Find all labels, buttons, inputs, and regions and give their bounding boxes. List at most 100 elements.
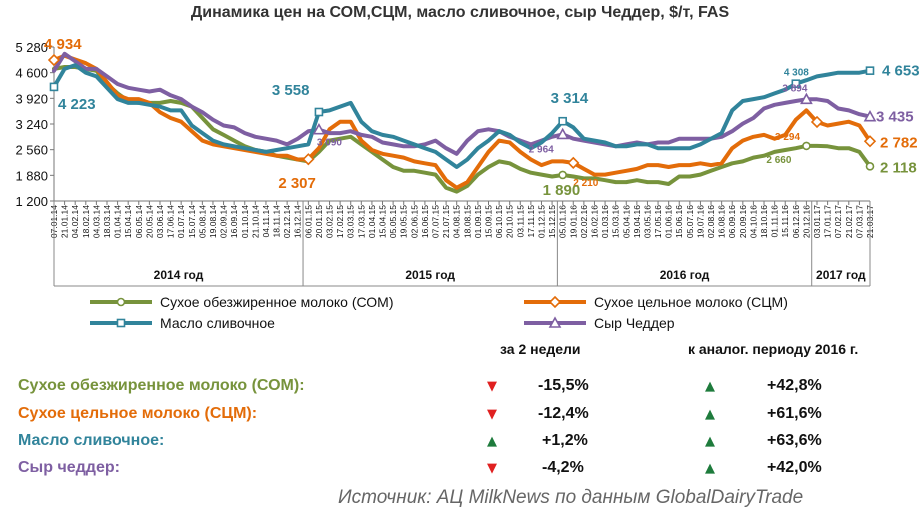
x-tick-label: 06.05.14 (134, 205, 144, 238)
stat-yoy-value: +63,6% (767, 432, 822, 449)
data-label: 3 314 (551, 90, 589, 107)
down-arrow-icon: ▼ (487, 461, 497, 476)
x-tick-label: 20.10.15 (505, 205, 515, 238)
legend-marker (116, 318, 126, 328)
x-tick-label: 01.04.14 (113, 205, 123, 238)
x-tick-label: 07.03.17 (854, 205, 864, 238)
data-point-marker (865, 162, 875, 171)
x-tick-label: 01.03.16 (600, 205, 610, 238)
data-label: 2 660 (766, 155, 791, 166)
stat-row-label: Сухое обезжиренное молоко (СОМ): (18, 377, 305, 394)
x-tick-label: 20.12.16 (801, 205, 811, 238)
header-2-weeks: за 2 недели (500, 341, 581, 357)
legend-label: Сухое цельное молоко (СЦМ) (594, 294, 788, 310)
x-tick-label: 02.08.16 (706, 205, 716, 238)
x-tick-label: 20.01.15 (314, 205, 324, 238)
data-point-marker (314, 107, 324, 117)
data-label: 3 558 (272, 82, 310, 99)
data-label: 3 294 (775, 132, 800, 143)
x-tick-label: 16.06.15 (420, 205, 430, 238)
year-label: 2015 год (405, 268, 455, 282)
legend-label: Сыр Чеддер (594, 315, 675, 331)
data-label: 2 210 (573, 178, 598, 189)
data-point-marker (312, 123, 326, 135)
x-tick-label: 01.04.15 (367, 205, 377, 238)
x-tick-label: 05.04.16 (621, 205, 631, 238)
year-label: 2016 год (660, 268, 710, 282)
source-note: Источник: АЦ MilkNews по данным GlobalDa… (338, 487, 804, 508)
x-tick-label: 03.02.15 (325, 205, 335, 238)
data-label: 4 223 (58, 96, 96, 113)
x-tick-label: 04.10.16 (748, 205, 758, 238)
x-tick-label: 21.01.14 (60, 205, 70, 238)
x-tick-label: 15.03.16 (611, 205, 621, 238)
x-tick-label: 18.02.14 (81, 205, 91, 238)
x-tick-label: 15.07.14 (187, 205, 197, 238)
x-tick-label: 19.05.15 (399, 205, 409, 238)
x-tick-label: 06.09.16 (727, 205, 737, 238)
up-arrow-icon: ▲ (705, 434, 715, 449)
x-tick-label: 03.06.14 (155, 205, 165, 238)
stat-two-weeks-value: +1,2% (542, 432, 588, 449)
x-tick-label: 19.01.16 (568, 205, 578, 238)
y-tick-label: 4 600 (15, 66, 48, 81)
data-point-marker (558, 116, 567, 126)
x-tick-label: 18.03.14 (102, 205, 112, 238)
x-tick-label: 01.06.16 (664, 205, 674, 238)
x-tick-label: 03.01.17 (812, 205, 822, 238)
data-point-marker (791, 79, 801, 88)
y-tick-label: 3 240 (15, 117, 48, 132)
x-tick-label: 02.09.14 (219, 205, 229, 238)
x-tick-label: 17.01.17 (823, 205, 833, 238)
data-point-marker (863, 109, 877, 122)
legend-label: Сухое обезжиренное молоко (СОМ) (160, 294, 394, 310)
legend-marker (548, 316, 562, 328)
down-arrow-icon: ▼ (487, 407, 497, 422)
x-tick-label: 18.10.16 (759, 205, 769, 238)
x-tick-label: 21.07.15 (441, 205, 451, 238)
x-tick-label: 17.02.15 (335, 205, 345, 238)
x-tick-label: 17.05.16 (653, 205, 663, 238)
up-arrow-icon: ▲ (705, 379, 715, 394)
x-tick-label: 01.12.15 (536, 205, 546, 238)
x-tick-label: 05.08.14 (197, 205, 207, 238)
x-tick-label: 02.02.16 (579, 205, 589, 238)
x-tick-label: 17.03.15 (356, 205, 366, 238)
x-tick-label: 16.09.14 (229, 205, 239, 238)
data-point-marker (47, 53, 61, 67)
data-label: 3 090 (317, 138, 342, 149)
data-label: 4 934 (44, 36, 82, 53)
legend-label: Масло сливочное (160, 315, 275, 331)
stat-yoy-value: +61,6% (767, 405, 822, 422)
y-tick-label: 1 880 (15, 168, 48, 183)
x-tick-label: 05.05.15 (388, 205, 398, 238)
y-tick-label: 1 200 (15, 194, 48, 209)
stat-yoy-value: +42,8% (767, 377, 822, 394)
x-tick-label: 20.05.14 (144, 205, 154, 238)
year-label: 2014 год (154, 268, 204, 282)
series-line-0 (52, 65, 872, 194)
x-tick-label: 17.11.15 (526, 205, 536, 238)
data-label: 2 782 (880, 134, 918, 151)
up-arrow-icon: ▲ (705, 407, 715, 422)
data-point-marker (802, 141, 811, 151)
stat-two-weeks-value: -4,2% (542, 459, 584, 476)
stat-row-label: Масло сливочное: (18, 432, 165, 449)
x-tick-label: 01.07.14 (176, 205, 186, 238)
up-arrow-icon: ▲ (705, 461, 715, 476)
x-tick-label: 07.02.17 (833, 205, 843, 238)
series-line-2 (52, 63, 872, 169)
x-tick-label: 02.12.14 (282, 205, 292, 238)
x-tick-label: 16.08.16 (717, 205, 727, 238)
up-arrow-icon: ▲ (487, 434, 497, 449)
x-tick-label: 18.11.14 (272, 205, 282, 238)
x-tick-label: 03.03.15 (346, 205, 356, 238)
x-tick-label: 03.11.15 (515, 205, 525, 238)
x-tick-label: 19.04.16 (632, 205, 642, 238)
price-chart: Динамика цен на СОМ,СЦМ, масло сливочное… (15, 4, 919, 331)
legend-marker (116, 297, 126, 307)
x-tick-label: 16.12.14 (293, 205, 303, 238)
data-point-marker (567, 156, 580, 170)
x-tick-label: 15.12.15 (547, 205, 557, 238)
x-tick-label: 03.05.16 (642, 205, 652, 238)
